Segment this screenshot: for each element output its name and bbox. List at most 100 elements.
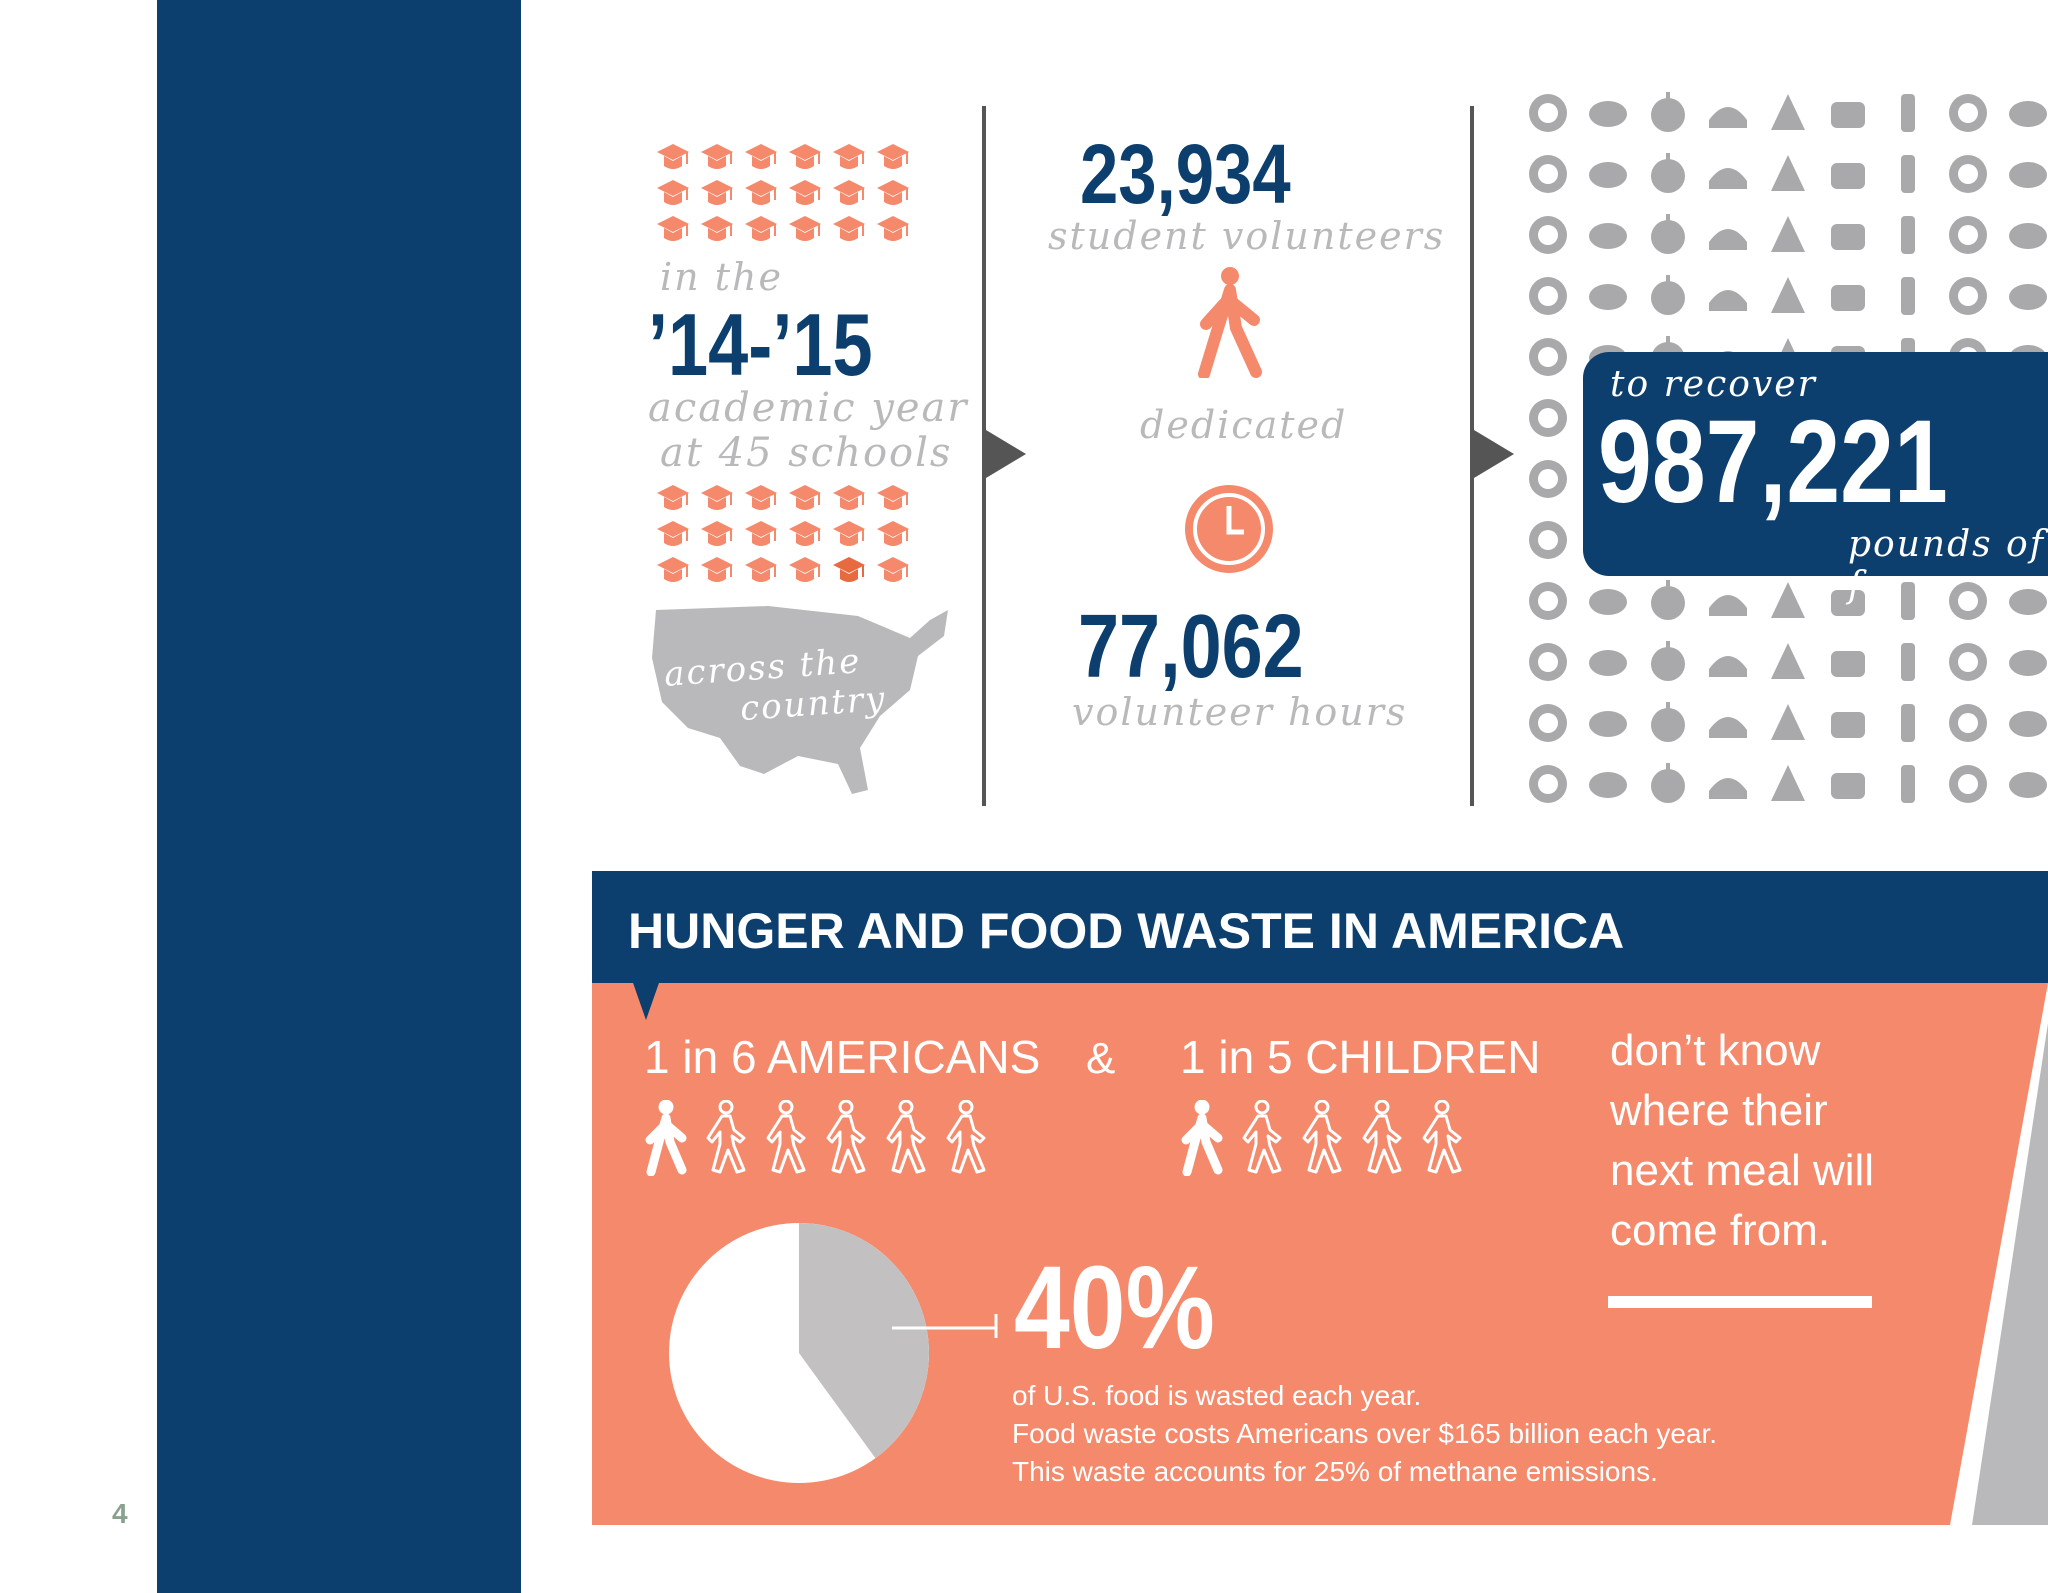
food-icon bbox=[1949, 155, 1987, 193]
food-icon bbox=[1771, 582, 1805, 618]
food-icon bbox=[1529, 94, 1567, 132]
graduation-cap-icon bbox=[833, 485, 865, 510]
arrow-marker-2 bbox=[1474, 430, 1514, 478]
graduation-cap-icon bbox=[833, 521, 865, 546]
meal-line-4: come from. bbox=[1610, 1206, 1831, 1255]
walking-person-icon bbox=[1302, 1100, 1342, 1174]
food-icon bbox=[2009, 162, 2047, 188]
food-icon bbox=[1709, 290, 1747, 311]
walking-person-icon bbox=[706, 1100, 746, 1174]
food-icon bbox=[1589, 772, 1627, 798]
food-icon bbox=[1901, 765, 1915, 803]
graduation-cap-icon bbox=[833, 144, 865, 169]
waste-line-1: of U.S. food is wasted each year. bbox=[1012, 1380, 1422, 1411]
graduation-cap-icon bbox=[745, 485, 777, 510]
column-divider-2 bbox=[1470, 106, 1474, 806]
food-icon bbox=[1901, 216, 1915, 254]
gray-wedge bbox=[1950, 983, 2048, 1525]
food-icon bbox=[1709, 107, 1747, 128]
food-icon bbox=[1529, 643, 1567, 681]
graduation-cap-icon bbox=[701, 557, 733, 582]
usa-map-icon bbox=[652, 606, 948, 794]
food-icon bbox=[1709, 595, 1747, 616]
food-icon bbox=[1771, 765, 1805, 801]
food-icon bbox=[2009, 223, 2047, 249]
children-label: 1 in 5 CHILDREN bbox=[1180, 1031, 1541, 1083]
graduation-cap-icon bbox=[745, 521, 777, 546]
walking-person-icon bbox=[766, 1100, 806, 1174]
graduation-cap-grid-top bbox=[656, 142, 916, 244]
food-icon bbox=[1589, 650, 1627, 676]
food-icon bbox=[1771, 277, 1805, 313]
food-icon bbox=[1949, 94, 1987, 132]
graduation-cap-icon bbox=[701, 521, 733, 546]
graduation-cap-icon bbox=[877, 557, 909, 582]
column-divider-1 bbox=[982, 106, 986, 806]
food-icon bbox=[1529, 460, 1567, 498]
food-icon bbox=[1831, 773, 1865, 799]
food-icon bbox=[1529, 765, 1567, 803]
walking-person-icon bbox=[1362, 1100, 1402, 1174]
food-icon bbox=[1831, 651, 1865, 677]
graduation-cap-icon bbox=[833, 180, 865, 205]
graduation-cap-icon bbox=[701, 180, 733, 205]
food-icon bbox=[1651, 153, 1685, 193]
hours-label: volunteer hours bbox=[1072, 690, 1408, 734]
food-icon bbox=[1709, 717, 1747, 738]
pie-leader-line bbox=[892, 1314, 998, 1338]
food-icon bbox=[1529, 521, 1567, 559]
food-icon bbox=[1589, 101, 1627, 127]
graduation-cap-icon bbox=[877, 521, 909, 546]
food-icon bbox=[1831, 285, 1865, 311]
food-icon bbox=[1771, 643, 1805, 679]
graduation-cap-icon bbox=[789, 557, 821, 582]
food-icon bbox=[1901, 94, 1915, 132]
food-icon bbox=[1651, 214, 1685, 254]
food-icon bbox=[1901, 155, 1915, 193]
children-people-row bbox=[1180, 1100, 1480, 1180]
sidebar-band bbox=[157, 0, 521, 1593]
food-icon bbox=[1831, 102, 1865, 128]
recover-callout bbox=[1583, 352, 2048, 576]
food-icon bbox=[1529, 704, 1567, 742]
food-icon bbox=[1949, 765, 1987, 803]
food-icon bbox=[2009, 650, 2047, 676]
graduation-cap-icon bbox=[701, 216, 733, 241]
walking-person-icon bbox=[645, 1100, 687, 1176]
schools-label: at 45 schools bbox=[660, 430, 953, 476]
food-icon bbox=[1949, 216, 1987, 254]
food-icon bbox=[1949, 582, 1987, 620]
food-icon bbox=[1949, 277, 1987, 315]
food-icon bbox=[1709, 229, 1747, 250]
food-icon bbox=[1709, 778, 1747, 799]
graduation-cap-icon bbox=[657, 557, 689, 582]
food-icon bbox=[1771, 155, 1805, 191]
food-icon bbox=[2009, 101, 2047, 127]
arrow-marker-1 bbox=[986, 430, 1026, 478]
food-icon bbox=[1589, 162, 1627, 188]
academic-year-label: academic year bbox=[648, 385, 969, 431]
pounds-value: 987,221 bbox=[1598, 396, 1948, 528]
waste-percent: 40% bbox=[1014, 1242, 1215, 1374]
food-icon bbox=[1771, 216, 1805, 252]
volunteers-value: 23,934 bbox=[1080, 127, 1291, 221]
food-icon bbox=[1589, 223, 1627, 249]
food-icon bbox=[1901, 643, 1915, 681]
walking-person-icon bbox=[1198, 267, 1262, 378]
graduation-cap-icon bbox=[657, 485, 689, 510]
graduation-cap-icon bbox=[833, 557, 865, 582]
food-icon bbox=[1949, 643, 1987, 681]
graduation-cap-icon bbox=[789, 144, 821, 169]
food-icon bbox=[1529, 216, 1567, 254]
graduation-cap-icon bbox=[701, 485, 733, 510]
food-icon bbox=[1589, 284, 1627, 310]
walking-person-icon bbox=[1422, 1100, 1462, 1174]
waste-line-2: Food waste costs Americans over $165 bil… bbox=[1012, 1418, 1718, 1449]
graduation-cap-icon bbox=[745, 557, 777, 582]
graduation-cap-icon bbox=[789, 521, 821, 546]
graduation-cap-icon bbox=[877, 180, 909, 205]
walking-person-icon bbox=[826, 1100, 866, 1174]
graduation-cap-icon bbox=[745, 144, 777, 169]
food-icon bbox=[1709, 656, 1747, 677]
food-icon bbox=[1709, 168, 1747, 189]
